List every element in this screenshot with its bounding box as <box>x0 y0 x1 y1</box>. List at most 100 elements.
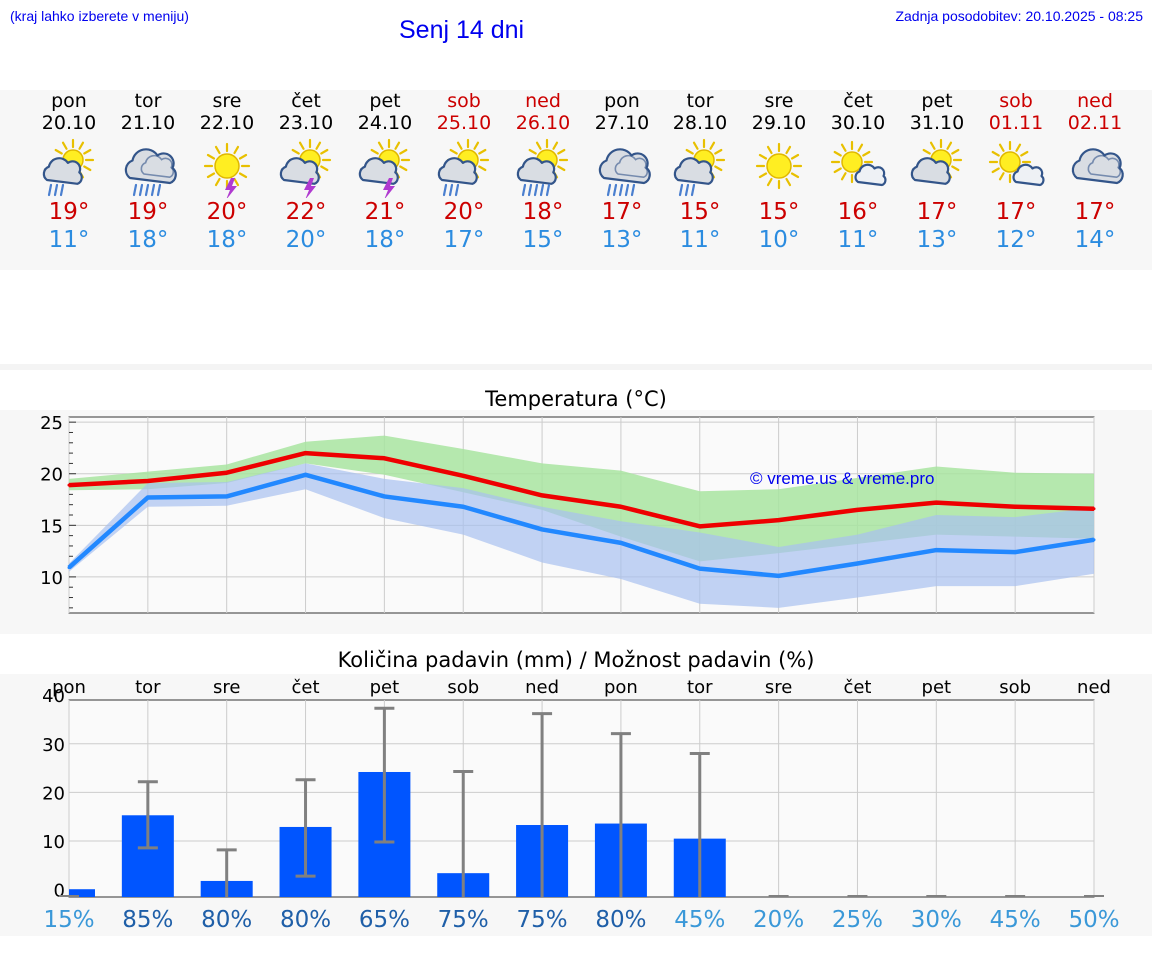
x-category-label: ned <box>1077 677 1111 698</box>
page-title: Senj 14 dni <box>399 16 525 44</box>
min-temperature: 10° <box>758 227 800 253</box>
x-category-label: pon <box>52 677 86 698</box>
y-tick-label: 30 <box>42 735 65 756</box>
precipitation-probability: 65% <box>359 907 410 933</box>
max-temperature: 20° <box>443 199 485 225</box>
max-temperature: 19° <box>48 199 90 225</box>
sun-small-cloud-icon <box>830 140 887 187</box>
day-date: 27.10 <box>594 112 650 134</box>
y-tick-label: 25 <box>40 413 63 434</box>
min-temperature: 18° <box>364 227 406 253</box>
day-name: čet <box>843 90 873 112</box>
day-name: tor <box>134 90 162 112</box>
precipitation-bar <box>69 889 95 897</box>
day-forecast[interactable]: pon 27.10 17° 13° <box>582 90 662 254</box>
min-temperature: 11° <box>837 227 879 253</box>
daily-forecast-strip <box>0 90 1152 270</box>
day-forecast[interactable]: ned 02.11 17° 14° <box>1055 90 1135 254</box>
max-temperature: 18° <box>522 199 564 225</box>
day-forecast[interactable]: sob 01.11 17° 12° <box>976 90 1056 254</box>
day-forecast[interactable]: sob 25.10 20° 17° <box>424 90 504 254</box>
day-date: 28.10 <box>672 112 728 134</box>
day-forecast[interactable]: tor 28.10 15° 11° <box>660 90 740 254</box>
max-temperature-point <box>67 483 71 487</box>
precipitation-probability: 75% <box>517 907 568 933</box>
day-forecast[interactable]: čet 23.10 22° 20° <box>266 90 346 254</box>
max-temperature: 17° <box>601 199 643 225</box>
y-tick-label: 40 <box>42 686 65 707</box>
cloud-icon <box>1071 148 1124 185</box>
precipitation-probability: 45% <box>990 907 1041 933</box>
min-temperature: 11° <box>679 227 721 253</box>
min-temperature: 11° <box>48 227 90 253</box>
x-category-label: pet <box>922 677 952 698</box>
max-temperature: 21° <box>364 199 406 225</box>
day-date: 20.10 <box>41 112 97 134</box>
max-temperature: 17° <box>916 199 958 225</box>
max-temperature-point <box>304 451 308 455</box>
day-forecast[interactable]: čet 30.10 16° 11° <box>818 90 898 254</box>
max-temperature-point <box>225 471 229 475</box>
min-temperature-point <box>67 566 71 570</box>
precipitation-probability: 15% <box>43 907 94 933</box>
chart-watermark: © vreme.us & vreme.pro <box>750 469 934 488</box>
min-temperature: 17° <box>443 227 485 253</box>
max-temperature-point <box>1013 505 1017 509</box>
min-temperature: 15° <box>522 227 564 253</box>
precipitation-probability: 80% <box>595 907 646 933</box>
day-date: 01.11 <box>988 112 1044 134</box>
min-temperature-point <box>855 561 859 565</box>
min-temperature: 13° <box>601 227 643 253</box>
min-temperature-point <box>382 494 386 498</box>
x-category-label: tor <box>687 677 713 698</box>
min-temperature: 18° <box>127 227 169 253</box>
day-name: sre <box>764 90 794 112</box>
min-temperature-point <box>698 567 702 571</box>
min-temperature-point <box>225 494 229 498</box>
sun-cloud-rain-icon <box>42 138 95 197</box>
max-temperature: 20° <box>206 199 248 225</box>
day-name: čet <box>291 90 321 112</box>
x-category-label: sre <box>213 677 240 698</box>
max-temperature: 19° <box>127 199 169 225</box>
min-temperature: 20° <box>285 227 327 253</box>
day-forecast[interactable]: pon 20.10 19° 11° <box>29 90 109 254</box>
max-temperature: 15° <box>679 199 721 225</box>
max-temperature-point <box>934 501 938 505</box>
cloud-heavy-rain-icon <box>598 148 651 197</box>
day-forecast[interactable]: sre 29.10 15° 10° <box>739 90 819 254</box>
day-forecast[interactable]: ned 26.10 18° 15° <box>503 90 583 254</box>
precipitation-probability: 80% <box>280 907 331 933</box>
y-tick-label: 0 <box>54 881 65 902</box>
day-name: pon <box>51 90 87 112</box>
day-date: 24.10 <box>357 112 413 134</box>
day-date: 23.10 <box>278 112 334 134</box>
y-tick-label: 20 <box>40 465 63 486</box>
day-date: 29.10 <box>751 112 807 134</box>
min-temperature: 14° <box>1074 227 1116 253</box>
location-menu-hint[interactable]: (kraj lahko izberete v meniju) <box>10 8 189 24</box>
x-category-label: čet <box>843 677 871 698</box>
min-temperature: 12° <box>995 227 1037 253</box>
max-temperature: 15° <box>758 199 800 225</box>
max-temperature-point <box>855 508 859 512</box>
cloud-heavy-rain-icon <box>124 148 177 197</box>
sun-thunderstorm-icon <box>203 142 251 198</box>
sun-small-cloud-icon <box>988 140 1045 187</box>
x-category-label: sob <box>999 677 1031 698</box>
day-forecast[interactable]: sre 22.10 20° 18° <box>187 90 267 254</box>
temperature-chart: 10 15 20 25 © vreme.us & vreme.pro <box>0 410 1152 634</box>
day-forecast[interactable]: pet 31.10 17° 13° <box>897 90 977 254</box>
section-divider <box>0 364 1152 370</box>
sun-icon <box>755 142 803 190</box>
precipitation-probability: 20% <box>753 907 804 933</box>
day-forecast[interactable]: tor 21.10 19° 18° <box>108 90 188 254</box>
day-forecast[interactable]: pet 24.10 21° 18° <box>345 90 425 254</box>
x-category-label: ned <box>525 677 559 698</box>
max-temperature: 22° <box>285 199 327 225</box>
min-temperature-point <box>777 574 781 578</box>
sun-cloud-icon <box>910 138 963 185</box>
precipitation-probability: 80% <box>201 907 252 933</box>
max-temperature: 17° <box>995 199 1037 225</box>
min-temperature-point <box>461 505 465 509</box>
